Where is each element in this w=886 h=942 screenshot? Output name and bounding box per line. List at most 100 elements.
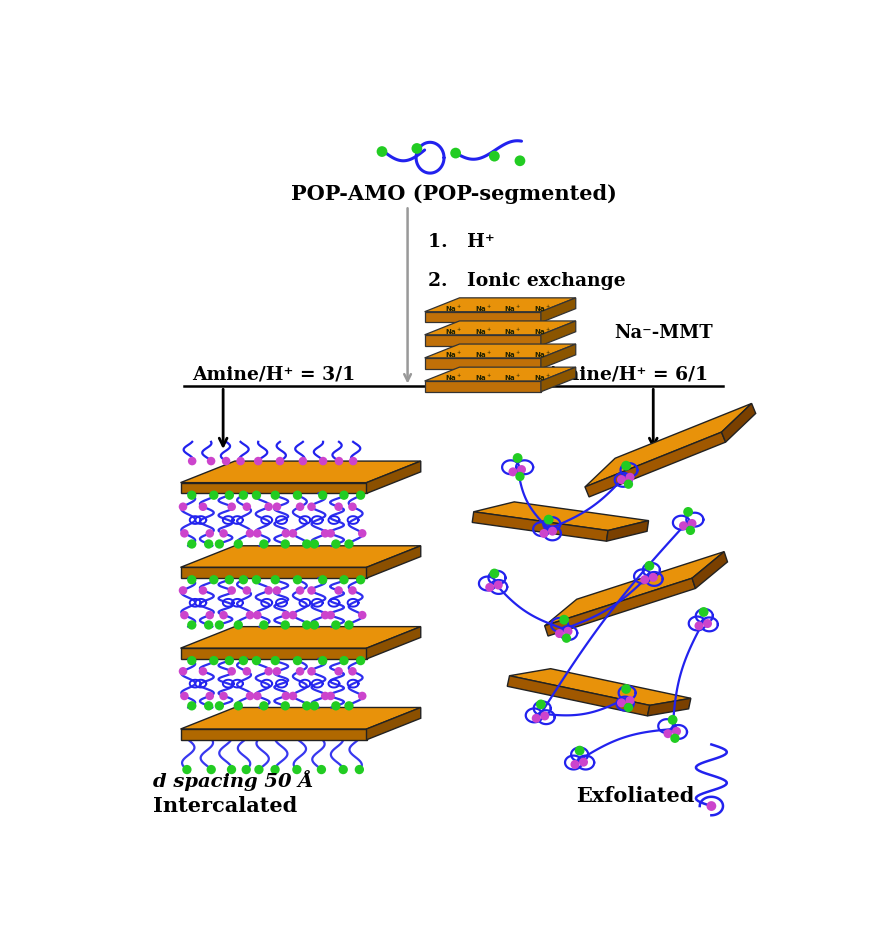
Point — [506, 464, 520, 479]
Point — [665, 712, 680, 727]
Point — [513, 469, 527, 484]
Point — [487, 149, 501, 164]
Point — [237, 488, 251, 503]
Point — [196, 499, 210, 514]
Polygon shape — [424, 344, 576, 358]
Text: Na$^+$: Na$^+$ — [533, 373, 551, 382]
Point — [216, 526, 230, 541]
Point — [286, 689, 300, 704]
Point — [623, 470, 637, 485]
Point — [270, 499, 284, 514]
Point — [240, 499, 254, 514]
Point — [307, 617, 322, 632]
Point — [279, 608, 293, 623]
Point — [701, 616, 715, 631]
Text: Exfoliated: Exfoliated — [576, 787, 694, 806]
Point — [222, 572, 237, 587]
Point — [529, 710, 543, 725]
Text: Na$^+$: Na$^+$ — [504, 349, 522, 360]
Point — [572, 743, 587, 758]
Point — [278, 698, 292, 713]
Point — [250, 689, 264, 704]
Point — [231, 698, 245, 713]
Polygon shape — [545, 552, 724, 625]
Point — [668, 731, 682, 746]
Point — [557, 612, 571, 627]
Point — [346, 499, 360, 514]
Point — [323, 526, 338, 541]
Point — [239, 762, 253, 777]
Text: 2.   Ionic exchange: 2. Ionic exchange — [429, 272, 626, 290]
Point — [510, 450, 525, 465]
Text: Na$^+$: Na$^+$ — [475, 303, 492, 314]
Point — [201, 698, 215, 713]
Point — [180, 762, 194, 777]
Point — [353, 762, 367, 777]
Point — [201, 617, 215, 632]
Point — [299, 698, 314, 713]
Polygon shape — [367, 707, 421, 739]
Polygon shape — [181, 545, 421, 567]
Point — [299, 617, 314, 632]
Text: Na$^+$: Na$^+$ — [475, 373, 492, 382]
Point — [683, 523, 697, 538]
Point — [696, 605, 711, 620]
Point — [184, 537, 198, 552]
Point — [623, 693, 637, 708]
Point — [184, 617, 198, 632]
Point — [296, 453, 310, 468]
Point — [184, 653, 198, 668]
Point — [249, 572, 263, 587]
Polygon shape — [585, 403, 751, 487]
Point — [704, 799, 719, 814]
Point — [268, 572, 283, 587]
Point — [286, 608, 300, 623]
Point — [491, 577, 505, 593]
Polygon shape — [181, 729, 367, 739]
Point — [176, 664, 190, 679]
Point — [568, 757, 582, 772]
Polygon shape — [508, 675, 649, 716]
Point — [337, 572, 351, 587]
Point — [354, 572, 368, 587]
Point — [561, 624, 575, 639]
Point — [291, 572, 305, 587]
Point — [261, 583, 276, 598]
Point — [201, 537, 215, 552]
Point — [240, 583, 254, 598]
Point — [546, 524, 560, 539]
Point — [268, 653, 283, 668]
Point — [213, 617, 227, 632]
Point — [257, 617, 271, 632]
Point — [331, 664, 346, 679]
Point — [483, 580, 497, 595]
Point — [196, 583, 210, 598]
Point — [355, 526, 369, 541]
Point — [237, 653, 251, 668]
Text: Amine/H⁺ = 3/1: Amine/H⁺ = 3/1 — [192, 365, 355, 383]
Point — [222, 653, 237, 668]
Polygon shape — [540, 367, 576, 392]
Point — [257, 698, 271, 713]
Point — [251, 453, 265, 468]
Point — [515, 462, 529, 477]
Polygon shape — [509, 669, 691, 706]
Point — [293, 664, 307, 679]
Polygon shape — [181, 707, 421, 729]
Point — [273, 453, 287, 468]
Point — [318, 526, 332, 541]
Point — [315, 653, 330, 668]
Polygon shape — [367, 626, 421, 659]
Polygon shape — [181, 626, 421, 648]
Point — [249, 653, 263, 668]
Point — [670, 723, 684, 739]
Polygon shape — [540, 298, 576, 322]
Point — [291, 488, 305, 503]
Point — [315, 572, 330, 587]
Point — [318, 689, 332, 704]
Point — [177, 526, 191, 541]
Text: Na$^+$: Na$^+$ — [533, 303, 551, 314]
Polygon shape — [472, 512, 608, 542]
Point — [331, 499, 346, 514]
Polygon shape — [181, 482, 367, 494]
